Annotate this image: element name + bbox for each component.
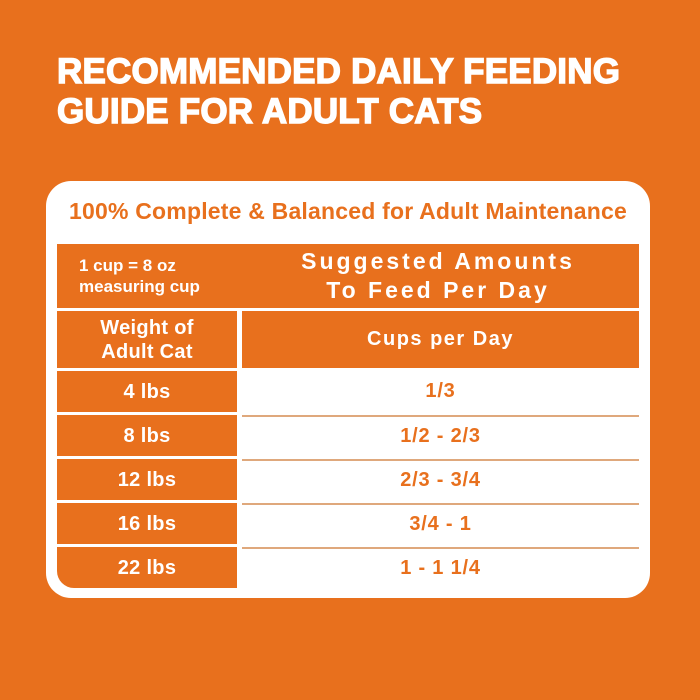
column-header-row: Weight of Adult Cat Cups per Day — [57, 311, 639, 368]
table-header-band: 1 cup = 8 oz measuring cup Suggested Amo… — [57, 244, 639, 308]
cups-cell: 1 - 1 1/4 — [242, 547, 639, 588]
weight-column-header: Weight of Adult Cat — [57, 311, 237, 368]
suggested-amounts-line2: To Feed Per Day — [326, 277, 550, 303]
cups-cell: 3/4 - 1 — [242, 503, 639, 544]
feeding-table: 1 cup = 8 oz measuring cup Suggested Amo… — [57, 244, 639, 588]
table-row: 16 lbs 3/4 - 1 — [57, 503, 639, 544]
cup-measure-note: 1 cup = 8 oz measuring cup — [57, 255, 237, 297]
page-title-line2: GUIDE FOR ADULT CATS — [56, 91, 483, 131]
card-title: 100% Complete & Balanced for Adult Maint… — [69, 198, 627, 224]
weight-cell: 8 lbs — [57, 415, 237, 456]
weight-cell: 4 lbs — [57, 371, 237, 412]
weight-column-header-line2: Adult Cat — [101, 340, 193, 363]
page-title: RECOMMENDED DAILY FEEDING GUIDE FOR ADUL… — [56, 51, 657, 132]
cup-measure-note-line1: 1 cup = 8 oz — [79, 256, 176, 275]
feeding-card: 100% Complete & Balanced for Adult Maint… — [46, 181, 650, 598]
page-title-line1: RECOMMENDED DAILY FEEDING — [56, 51, 621, 91]
cups-cell: 1/2 - 2/3 — [242, 415, 639, 456]
suggested-amounts-line1: Suggested Amounts — [301, 248, 575, 274]
table-row: 8 lbs 1/2 - 2/3 — [57, 415, 639, 456]
table-row: 12 lbs 2/3 - 3/4 — [57, 459, 639, 500]
cup-measure-note-line2: measuring cup — [79, 277, 200, 296]
cups-cell: 2/3 - 3/4 — [242, 459, 639, 500]
weight-cell: 16 lbs — [57, 503, 237, 544]
table-row: 22 lbs 1 - 1 1/4 — [57, 547, 639, 588]
weight-cell: 12 lbs — [57, 459, 237, 500]
weight-column-header-line1: Weight of — [100, 316, 194, 339]
suggested-amounts-header: Suggested Amounts To Feed Per Day — [237, 247, 639, 305]
table-row: 4 lbs 1/3 — [57, 371, 639, 412]
weight-cell: 22 lbs — [57, 547, 237, 588]
cups-cell: 1/3 — [242, 371, 639, 412]
cups-column-header: Cups per Day — [242, 311, 639, 368]
